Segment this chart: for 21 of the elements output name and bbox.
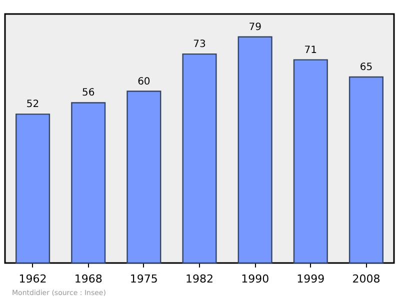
bar [71,102,106,264]
data-label: 73 [193,39,206,50]
data-label: 52 [26,99,40,110]
data-label: 60 [138,76,150,88]
bar [348,76,384,264]
bar [182,53,217,264]
x-tick-label: 1982 [186,272,214,286]
bar [16,114,50,264]
bar [126,90,162,264]
x-tick-label: 2008 [352,272,380,286]
data-label: 56 [82,88,95,99]
x-tick-label: 1968 [74,272,102,286]
x-tick-label: 1975 [130,272,158,286]
bar [293,59,328,264]
data-label: 65 [360,62,373,73]
data-label: 79 [248,22,262,33]
bar [238,36,272,264]
x-tick-label: 1999 [296,272,325,286]
x-tick-label: 1962 [18,272,47,286]
x-tick-label: 1990 [241,272,270,286]
data-label: 71 [304,44,318,56]
